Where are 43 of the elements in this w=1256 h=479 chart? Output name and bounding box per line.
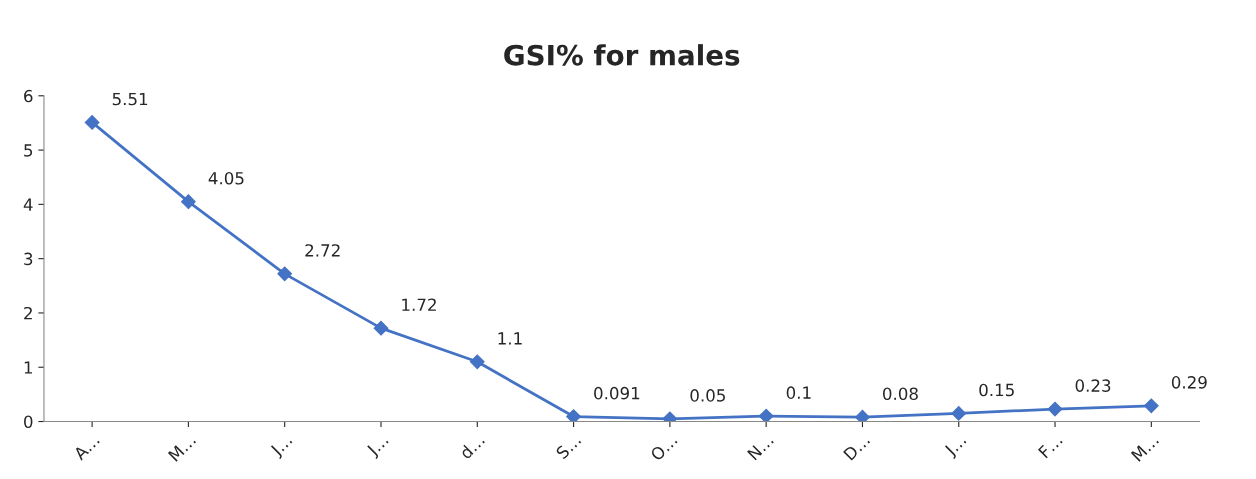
x-tick-label: M… bbox=[167, 433, 196, 462]
x-tick-label: N… bbox=[747, 433, 774, 461]
point bbox=[951, 405, 967, 421]
data-label: 1.72 bbox=[402, 298, 436, 311]
x-tick-label: M… bbox=[1130, 433, 1159, 462]
point bbox=[758, 408, 774, 422]
point bbox=[566, 409, 581, 422]
data-label: 0.091 bbox=[594, 386, 640, 400]
data-label: 5.51 bbox=[112, 92, 148, 106]
x-tick-label: O… bbox=[649, 433, 678, 462]
y-tick-label: 4 bbox=[23, 198, 33, 211]
data-label: 0.15 bbox=[979, 383, 1014, 397]
data-label: 1.1 bbox=[498, 332, 522, 345]
x-tick-label: F… bbox=[1038, 433, 1063, 459]
x-tick-label: d… bbox=[458, 433, 486, 460]
data-label: 0.08 bbox=[883, 387, 918, 401]
point bbox=[1143, 398, 1159, 414]
y-tick-label: 6 bbox=[24, 89, 33, 103]
y-tick-label: 3 bbox=[24, 252, 33, 266]
point bbox=[1047, 401, 1063, 417]
y-tick-label: 2 bbox=[24, 306, 32, 320]
data-label: 0.29 bbox=[1171, 376, 1207, 389]
data-label: 0.1 bbox=[786, 386, 811, 399]
x-tick-label: S… bbox=[555, 433, 582, 460]
x-tick-label: J… bbox=[943, 433, 969, 460]
point bbox=[373, 320, 389, 336]
point bbox=[469, 354, 485, 370]
y-tick-label: 0 bbox=[24, 415, 33, 429]
y-tick-label: 5 bbox=[24, 144, 33, 157]
chart-title: GSI% for males bbox=[504, 44, 740, 66]
data-label: 0.23 bbox=[1075, 379, 1111, 392]
point bbox=[855, 409, 870, 422]
x-tick-label: J… bbox=[365, 433, 391, 460]
x-tick-label: J… bbox=[269, 433, 295, 460]
y-tick-label: 1 bbox=[24, 361, 32, 374]
data-label: 4.05 bbox=[208, 171, 244, 185]
point bbox=[277, 266, 293, 282]
point bbox=[181, 194, 196, 210]
data-label: 2.72 bbox=[305, 244, 340, 257]
x-tick-label: D… bbox=[843, 433, 871, 461]
point bbox=[84, 115, 100, 130]
x-tick-label: A… bbox=[72, 433, 100, 461]
data-label: 0.05 bbox=[690, 389, 725, 402]
